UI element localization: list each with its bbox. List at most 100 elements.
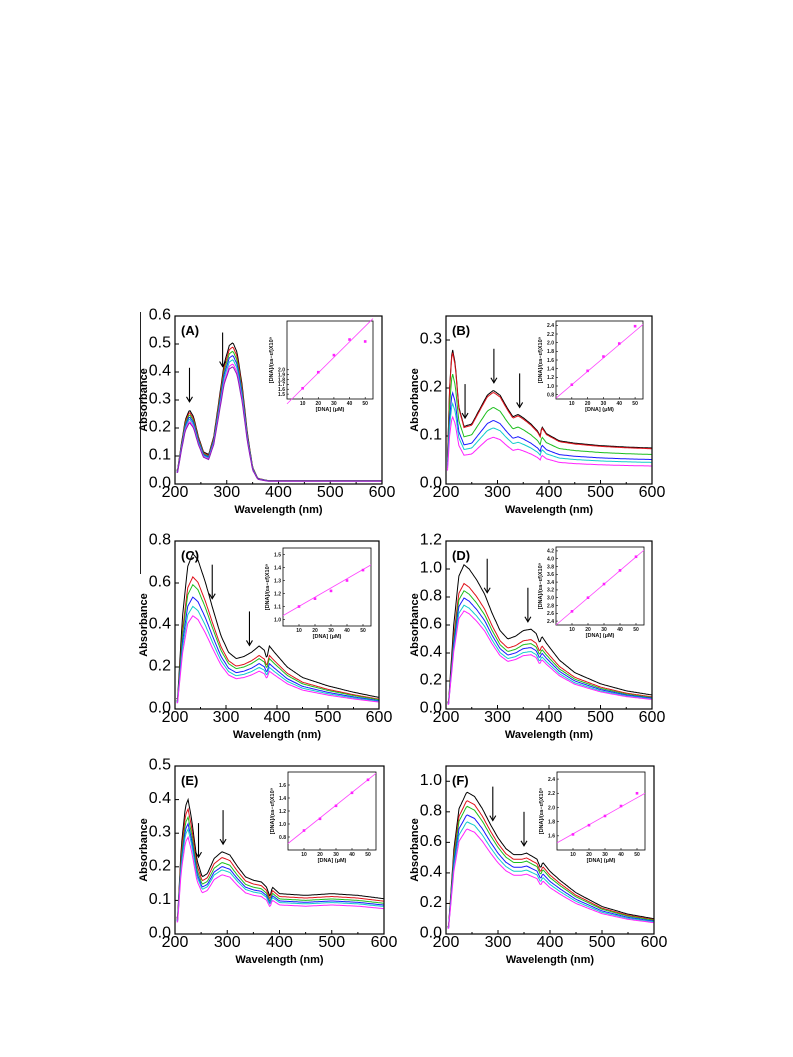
chart-panel-3: 200 300 400 500 600 0.0 0.2 0.4 0.6 0.8 1.0 1.2 Wave… [409,532,665,742]
x-tick-label: 300 [485,934,512,951]
inset-y-tick-label: 2.0 [547,340,554,346]
x-tick-label: 500 [315,709,342,726]
y-tick-label: 0.3 [420,331,442,348]
chart-panel-5: 200 300 400 500 600 0.0 0.2 0.4 0.6 0.8 1.0 Wavelen… [409,765,668,966]
inset-x-axis-label: [DNA] (μM) [316,407,345,413]
inset-x-tick-label: 10 [296,628,302,634]
x-tick-label: 200 [433,709,460,726]
down-arrow-head [219,838,227,846]
inset-chart: 10 20 30 40 50 0.8 1.0 1.2 1.4 1.6 1.8 2.0 2.2 2.4 [DN… [538,320,644,413]
series-line-2 [447,373,652,463]
series-line-1 [176,807,384,919]
x-tick-label: 500 [587,484,614,501]
inset-x-tick-label: 40 [347,401,353,407]
inset-x-tick-label: 30 [331,401,337,407]
y-tick-label: 0.2 [420,672,442,689]
down-arrow-head [516,402,524,409]
panel-label: (D) [452,548,470,563]
down-arrow-head [208,593,216,600]
y-tick-label: 0.2 [149,857,171,874]
inset-y-tick-label: 3.4 [547,580,554,586]
inset-y-tick-label: 1.2 [279,809,286,815]
inset-x-tick-label: 10 [570,852,576,858]
inset-y-tick-label: 3.6 [547,572,554,578]
y-axis-label: Absorbance [138,368,150,432]
x-tick-label: 200 [433,484,460,501]
inset-y-tick-label: 1.2 [547,375,554,381]
y-tick-label: 0.5 [149,757,171,774]
inset-x-tick-label: 50 [633,627,639,633]
y-tick-label: 0.8 [420,802,442,819]
inset-data-point [361,568,365,572]
inset-y-tick-label: 0.8 [547,392,554,398]
inset-y-axis-label: [DNA]/(εa−εf)X10⁹ [265,563,271,610]
chart-panel-1: 200 300 400 500 600 0.0 0.1 0.2 0.3 Wavelength (n… [409,315,666,516]
y-tick-label: 0.4 [149,363,171,380]
y-tick-label: 0.3 [149,391,171,408]
x-tick-label: 500 [318,934,345,951]
inset-x-axis-label: [DNA] (μM) [585,407,614,413]
down-arrow-head [219,361,227,368]
inset-data-point [570,610,574,613]
series-line-5 [176,835,384,923]
y-tick-label: 0.6 [420,833,442,850]
inset-x-tick-label: 30 [601,627,607,633]
inset-x-tick-label: 20 [315,401,321,407]
y-tick-label: 0.0 [420,925,442,942]
inset-y-tick-label: 2.6 [547,611,554,617]
inset-data-point [318,817,322,821]
inset-y-tick-label: 1.8 [548,819,555,825]
x-tick-label: 600 [641,934,668,951]
inset-y-tick-label: 3.0 [547,596,554,602]
down-arrow-head [461,412,469,420]
y-tick-label: 0.4 [149,790,171,807]
inset-y-axis-label: [DNA]/(εa−εf)X10⁹ [269,336,275,383]
series-line-1 [447,352,652,458]
inset-x-axis-label: [DNA] (μM) [586,633,615,639]
down-arrow-head [483,587,491,594]
series-line-1 [447,582,652,704]
y-tick-label: 0.1 [420,427,442,444]
chart-panel-4: 200 300 400 500 600 0.0 0.1 0.2 0.3 0.4 0.5 Wavelen… [138,757,397,967]
inset-data-point [329,589,333,593]
series-line-1 [176,576,379,701]
down-arrow-head [490,377,498,384]
x-tick-label: 300 [484,709,511,726]
inset-data-point [350,791,354,795]
y-tick-label: 0.2 [420,379,442,396]
panel-label: (B) [452,323,470,338]
x-tick-label: 600 [371,934,398,951]
series-line-5 [447,610,652,705]
inset-data-point [301,386,304,390]
inset-y-axis-label: [DNA]/(εa−εf)X10⁹ [538,336,544,383]
inset-chart: 10 20 30 40 50 0.8 1.0 1.2 1.4 1.6 [DNA] (μM) [DNA]… [270,771,377,864]
inset-data-point [345,579,349,582]
inset-y-tick-label: 2.0 [278,368,285,374]
y-tick-label: 0.5 [149,335,171,352]
inset-data-point [602,582,606,586]
inset-y-tick-label: 1.5 [278,392,285,398]
x-tick-label: 600 [366,709,393,726]
inset-x-tick-label: 40 [349,852,355,858]
inset-data-point [313,597,317,600]
inset-x-tick-label: 20 [585,401,591,407]
x-tick-label: 600 [639,484,666,501]
x-tick-label: 600 [639,709,666,726]
inset-data-point [302,829,306,832]
inset-fit-line [555,324,644,399]
inset-x-tick-label: 30 [328,628,334,634]
inset-y-tick-label: 2.2 [547,332,554,338]
series-line-4 [176,605,379,703]
panel-label: (E) [181,773,198,788]
inset-data-point [571,833,575,836]
series-line-5 [447,415,652,471]
inset-frame [282,547,372,627]
down-arrow-head [520,840,528,847]
series-line-2 [176,583,379,702]
y-tick-label: 0.1 [149,891,171,908]
series-line-2 [447,805,654,928]
inset-chart: 10 20 30 40 50 1.51.61.71.81.92.0 [DNA] (μM) [D… [269,318,374,413]
inset-data-point [586,369,589,373]
inset-y-tick-label: 1.7 [278,382,285,388]
inset-data-point [363,340,367,343]
